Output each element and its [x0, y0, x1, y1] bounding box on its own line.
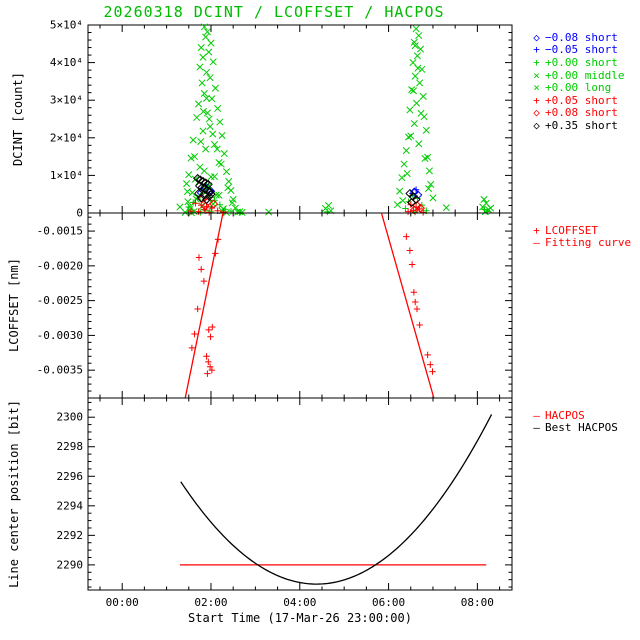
series-+0.00 short: [185, 190, 491, 216]
plus-marker-icon: +: [533, 55, 540, 69]
line-marker-icon: —: [533, 408, 540, 422]
line-Fitting curve 2: [380, 212, 435, 399]
chart-title: 20260318 DCINT / LCOFFSET / HACPOS: [103, 3, 445, 21]
diamond-marker-icon: ◇: [533, 30, 540, 44]
x-tick-label: 00:00: [106, 596, 139, 609]
y-tick-label: 3×10⁴: [50, 94, 83, 107]
legend-label: +0.00 long: [545, 81, 612, 95]
x-marker-icon: ×: [533, 68, 540, 82]
y-tick-label: 4×10⁴: [50, 56, 83, 69]
y-tick-label: 0: [76, 207, 83, 220]
legend-item: + +0.00 short: [531, 56, 639, 69]
legend-item: + −0.05 short: [531, 43, 639, 57]
x-axis-label: Start Time (17-Mar-26 23:00:00): [188, 611, 412, 625]
diamond-marker-icon: ◇: [533, 118, 540, 132]
legend-label: Best HACPOS: [545, 421, 618, 435]
line-Fitting curve 1: [184, 212, 224, 399]
x-tick-label: 04:00: [283, 596, 316, 609]
legend-label: HACPOS: [545, 408, 585, 422]
plus-marker-icon: +: [533, 93, 540, 107]
legend-label: −0.05 short: [545, 43, 618, 57]
x-tick-label: 02:00: [194, 596, 227, 609]
legend-hacpos: — HACPOS — Best HACPOS: [531, 409, 639, 435]
y-tick-label: 2300: [57, 411, 84, 424]
legend-dcint: ◇ −0.08 short + −0.05 short + +0.00 short × +0.…: [531, 31, 639, 132]
panel-lcoffset: -0.0035 -0.0030 -0.0025 -0.0020 -0.0015: [37, 212, 513, 399]
legend-item: × +0.00 middle: [531, 69, 639, 82]
y-tick-label: -0.0015: [37, 225, 83, 238]
line-marker-icon: —: [533, 421, 540, 435]
series-LCOFFSET: [188, 233, 436, 377]
legend-label: +0.05 short: [545, 93, 618, 107]
legend-label: +0.35 short: [545, 118, 618, 132]
y-axis-label-lcoffset: LCOFFSET [nm]: [7, 258, 21, 352]
legend-item: + LCOFFSET: [531, 224, 639, 237]
x-tick-label: 08:00: [461, 596, 494, 609]
legend-item: × +0.00 long: [531, 81, 639, 94]
series-+0.35 short: [193, 173, 421, 207]
legend-label: +0.00 short: [545, 55, 618, 69]
y-tick-label: 2294: [57, 499, 84, 512]
legend-item: + +0.05 short: [531, 94, 639, 107]
panel-dcint: 0 1×10⁴ 2×10⁴ 3×10⁴ 4×10⁴ 5×10⁴: [50, 19, 513, 220]
legend-item: ◇ −0.08 short: [531, 31, 639, 44]
y-tick-label: 2296: [57, 470, 84, 483]
y-tick-label: 1×10⁴: [50, 169, 83, 182]
y-tick-label: -0.0035: [37, 364, 83, 377]
y-tick-label: 2290: [57, 558, 84, 571]
series-+0.00 middle: [176, 23, 495, 217]
legend-item: ◇ +0.35 short: [531, 119, 639, 132]
y-tick-label: -0.0020: [37, 259, 83, 272]
legend-item: — HACPOS: [531, 409, 639, 422]
legend-item: — Best HACPOS: [531, 421, 639, 435]
y-axis-label-dcint: DCINT [count]: [11, 72, 25, 166]
y-tick-label: 5×10⁴: [50, 19, 83, 32]
y-tick-label: 2298: [57, 440, 84, 453]
y-tick-label: 2292: [57, 529, 84, 542]
series-+0.00 long: [183, 42, 433, 215]
legend-label: Fitting curve: [545, 236, 632, 250]
line-marker-icon: —: [533, 236, 540, 250]
legend-item: — Fitting curve: [531, 236, 639, 250]
y-tick-label: 2×10⁴: [50, 131, 83, 144]
legend-item: ◇ +0.08 short: [531, 106, 639, 120]
y-tick-label: -0.0030: [37, 329, 83, 342]
plus-marker-icon: +: [533, 43, 540, 57]
legend-lcoffset: + LCOFFSET — Fitting curve: [531, 224, 639, 250]
plus-marker-icon: +: [533, 223, 540, 237]
diamond-marker-icon: ◇: [533, 106, 540, 120]
y-axis-label-hacpos: Line center position [bit]: [7, 400, 21, 588]
legend-label: +0.00 middle: [545, 68, 625, 82]
legend-label: −0.08 short: [545, 30, 618, 44]
x-marker-icon: ×: [533, 81, 540, 95]
x-tick-label: 06:00: [372, 596, 405, 609]
legend-label: +0.08 short: [545, 106, 618, 120]
panel-hacpos: 2290 2292 2294 2296 2298 2300 00:00 02:00 04:00 0…: [57, 397, 513, 609]
legend-label: LCOFFSET: [545, 223, 598, 237]
curve-Best HACPOS: [180, 414, 493, 585]
y-tick-label: -0.0025: [37, 294, 83, 307]
